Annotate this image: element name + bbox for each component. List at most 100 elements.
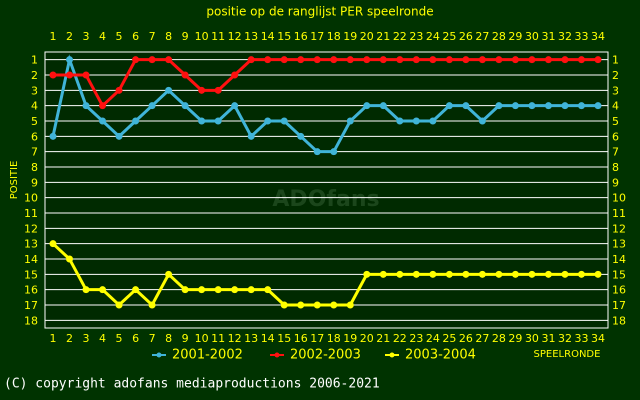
y-tick-label: 5 [31, 115, 38, 128]
x-tick-label: 17 [310, 332, 324, 345]
data-point [462, 56, 470, 64]
data-point [181, 286, 189, 294]
x-tick-label: 33 [574, 332, 588, 345]
data-point [99, 102, 107, 110]
watermark: ADOfans [272, 187, 379, 212]
x-tick-label: 19 [343, 332, 357, 345]
data-point [99, 286, 107, 294]
data-point [412, 56, 420, 64]
data-point [561, 102, 569, 110]
x-tick-label: 20 [360, 332, 374, 345]
data-point [66, 56, 74, 64]
y-tick-label: 15 [612, 268, 626, 281]
x-tick-label: 17 [310, 30, 324, 43]
data-point [330, 56, 338, 64]
x-tick-label: 23 [409, 332, 423, 345]
data-point [396, 56, 404, 64]
data-point [363, 56, 371, 64]
x-tick-label: 9 [182, 30, 189, 43]
data-point [132, 286, 140, 294]
data-point [445, 102, 453, 110]
x-tick-label: 6 [132, 30, 139, 43]
x-tick-label: 21 [376, 30, 390, 43]
data-point [280, 56, 288, 64]
x-tick-label: 29 [508, 332, 522, 345]
data-point [247, 56, 255, 64]
footer: (C) copyright adofans mediaproductions 2… [4, 377, 380, 392]
x-tick-label: 10 [195, 30, 209, 43]
data-point [462, 270, 470, 278]
x-tick-label: 32 [558, 332, 572, 345]
data-point [49, 71, 57, 79]
data-point [49, 132, 57, 140]
data-point [132, 56, 140, 64]
x-tick-label: 16 [294, 332, 308, 345]
data-point [594, 270, 602, 278]
data-point [363, 102, 371, 110]
data-point [396, 117, 404, 125]
data-point [346, 117, 354, 125]
y-tick-label: 8 [31, 161, 38, 174]
data-point [115, 86, 123, 94]
y-tick-label: 16 [24, 284, 38, 297]
y-tick-label: 9 [612, 176, 619, 189]
data-point [379, 270, 387, 278]
y-tick-label: 10 [24, 192, 38, 205]
x-tick-label: 16 [294, 30, 308, 43]
data-point [165, 270, 173, 278]
data-point [115, 301, 123, 309]
data-point [594, 102, 602, 110]
data-point [412, 117, 420, 125]
legend-marker [156, 352, 162, 358]
y-tick-label: 14 [24, 253, 38, 266]
x-tick-label: 22 [393, 332, 407, 345]
data-point [429, 56, 437, 64]
x-tick-label: 18 [327, 30, 341, 43]
data-point [363, 270, 371, 278]
x-tick-label: 22 [393, 30, 407, 43]
data-point [544, 102, 552, 110]
x-tick-label: 23 [409, 30, 423, 43]
data-point [313, 148, 321, 156]
x-tick-label: 7 [149, 332, 156, 345]
x-tick-label: 27 [475, 30, 489, 43]
y-tick-label: 12 [24, 222, 38, 235]
data-point [313, 56, 321, 64]
data-point [511, 56, 519, 64]
y-tick-label: 13 [24, 238, 38, 251]
data-point [561, 270, 569, 278]
data-point [264, 117, 272, 125]
data-point [214, 117, 222, 125]
x-tick-label: 21 [376, 332, 390, 345]
y-tick-label: 10 [612, 192, 626, 205]
data-point [396, 270, 404, 278]
data-point [231, 71, 239, 79]
data-point [165, 86, 173, 94]
series-line [51, 242, 598, 308]
y-tick-label: 4 [31, 100, 38, 113]
data-point [181, 71, 189, 79]
x-tick-label: 8 [165, 30, 172, 43]
x-tick-label: 1 [50, 30, 57, 43]
x-tick-label: 25 [442, 30, 456, 43]
data-point [528, 270, 536, 278]
data-point [148, 56, 156, 64]
data-point [445, 56, 453, 64]
y-tick-label: 18 [24, 314, 38, 327]
x-tick-label: 4 [99, 332, 106, 345]
x-tick-label: 15 [277, 332, 291, 345]
x-tick-label: 9 [182, 332, 189, 345]
x-tick-label: 11 [211, 30, 225, 43]
y-tick-label: 13 [612, 238, 626, 251]
data-point [429, 117, 437, 125]
x-axis-label: SPEELRONDE [534, 349, 601, 360]
y-tick-label: 17 [24, 299, 38, 312]
x-tick-label: 18 [327, 332, 341, 345]
x-tick-label: 14 [261, 30, 275, 43]
x-tick-label: 31 [541, 30, 555, 43]
legend-marker [274, 352, 280, 358]
x-tick-label: 24 [426, 30, 440, 43]
x-tick-label: 26 [459, 332, 473, 345]
y-tick-label: 6 [31, 130, 38, 143]
